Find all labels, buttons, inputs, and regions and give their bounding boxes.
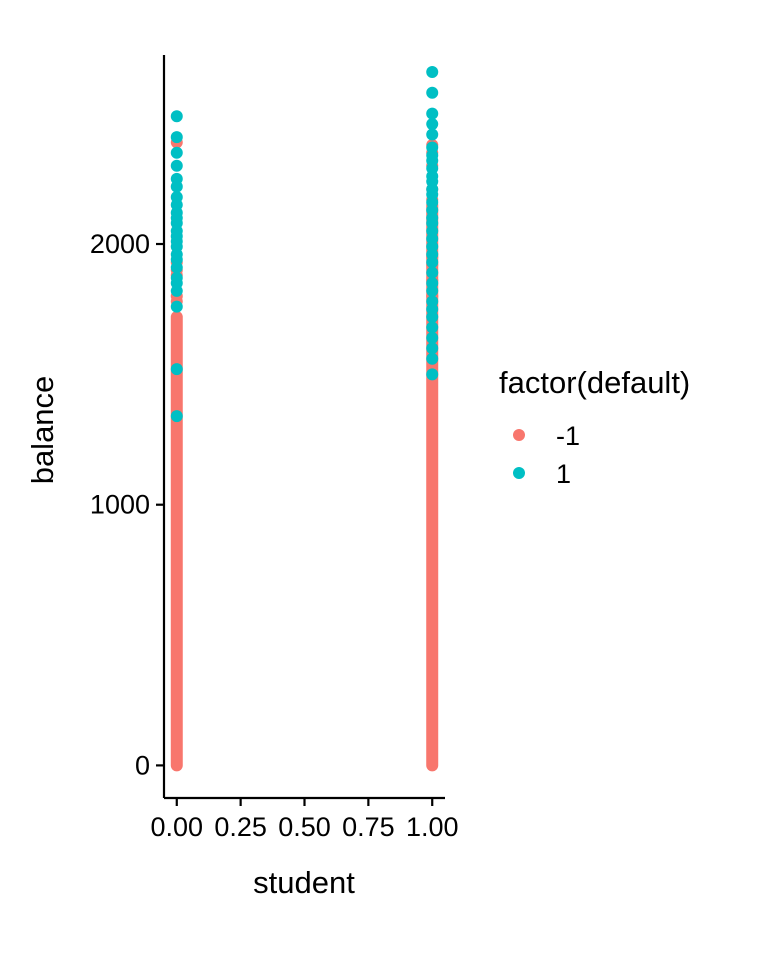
y-axis-title: balance <box>25 376 60 485</box>
x-tick-label: 0.25 <box>214 812 267 842</box>
data-point-1 <box>426 107 439 120</box>
data-point-1 <box>426 86 439 99</box>
y-tick-label: 2000 <box>90 229 150 259</box>
point-cluster-minus-1 <box>170 311 183 772</box>
x-tick-label: 0.00 <box>150 812 203 842</box>
legend-label-minus-1: -1 <box>556 421 580 451</box>
data-point-1 <box>426 128 439 141</box>
data-point-1 <box>426 266 439 279</box>
y-tick-label: 0 <box>135 750 150 780</box>
y-axis-ticks: 0 1000 2000 <box>90 229 164 780</box>
x-tick-label: 0.50 <box>278 812 331 842</box>
data-point-1 <box>170 300 183 313</box>
data-point-1 <box>170 131 183 144</box>
x-tick-label: 0.75 <box>342 812 395 842</box>
legend-swatch-1 <box>513 467 525 479</box>
data-point-1 <box>170 363 183 376</box>
data-point-1 <box>426 331 439 344</box>
series-minus-1-points <box>170 136 439 772</box>
data-point-1 <box>170 180 183 193</box>
y-tick-label: 1000 <box>90 490 150 520</box>
data-point-1 <box>170 146 183 159</box>
data-point-1 <box>426 311 439 324</box>
data-point-1 <box>426 342 439 355</box>
data-point-1 <box>426 321 439 334</box>
data-point-1 <box>170 159 183 172</box>
data-point-1 <box>426 118 439 131</box>
data-point-1 <box>170 261 183 274</box>
data-point-1 <box>426 65 439 78</box>
x-tick-label: 1.00 <box>406 812 459 842</box>
x-axis-ticks: 0.00 0.25 0.50 0.75 1.00 <box>150 798 459 842</box>
data-point-1 <box>426 284 439 297</box>
legend-title: factor(default) <box>499 365 690 400</box>
data-point-1 <box>170 410 183 423</box>
data-point-1 <box>426 256 439 269</box>
data-point-1 <box>170 110 183 123</box>
data-point-1 <box>170 284 183 297</box>
legend: factor(default) -1 1 <box>499 365 690 489</box>
data-point-1 <box>426 368 439 381</box>
data-point-1 <box>426 352 439 365</box>
legend-swatch-minus-1 <box>513 429 525 441</box>
series-1-points <box>170 65 439 423</box>
legend-label-1: 1 <box>556 459 571 489</box>
x-axis-title: student <box>253 865 355 900</box>
